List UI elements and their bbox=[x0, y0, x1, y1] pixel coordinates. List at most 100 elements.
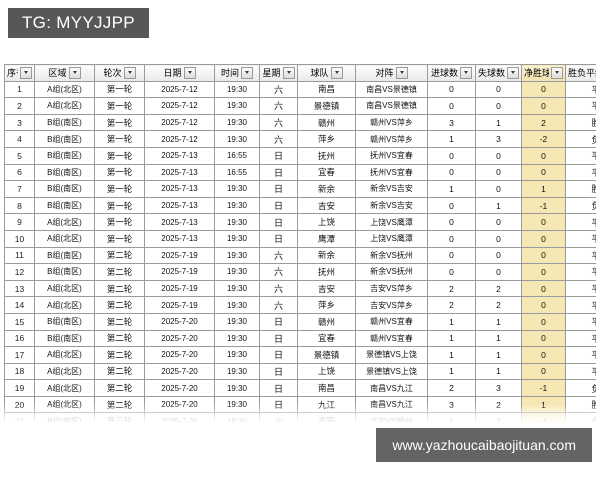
cell-date[interactable]: 2025-7-19 bbox=[144, 296, 215, 314]
cell-area[interactable]: A组(北区) bbox=[34, 346, 95, 364]
cell-goal_diff[interactable]: 1 bbox=[521, 180, 566, 198]
cell-goal_diff[interactable]: 0 bbox=[521, 80, 566, 99]
cell-result[interactable]: 平 bbox=[565, 346, 596, 364]
cell-date[interactable]: 2025-7-13 bbox=[144, 196, 215, 215]
cell-seq[interactable]: 7 bbox=[4, 180, 35, 198]
cell-weekday[interactable]: 日 bbox=[259, 379, 298, 397]
cell-goal_diff[interactable]: 0 bbox=[521, 263, 566, 281]
cell-team[interactable]: 景德镇 bbox=[297, 97, 356, 115]
cell-time[interactable]: 19:30 bbox=[214, 379, 260, 397]
cell-round[interactable]: 第一轮 bbox=[94, 113, 145, 132]
cell-goal_diff[interactable]: 0 bbox=[521, 246, 566, 265]
cell-result[interactable]: 平 bbox=[565, 312, 596, 331]
cell-goals_for[interactable]: 1 bbox=[427, 346, 476, 364]
cell-fixture[interactable]: 吉安VS赣州 bbox=[355, 412, 428, 422]
cell-goals_for[interactable]: 1 bbox=[427, 130, 476, 148]
cell-time[interactable]: 19:30 bbox=[214, 263, 260, 281]
cell-area[interactable]: B组(南区) bbox=[34, 196, 95, 215]
cell-result[interactable]: 平 bbox=[565, 263, 596, 281]
cell-goals_against[interactable]: 2 bbox=[475, 279, 522, 298]
column-header-date[interactable]: 日期 bbox=[144, 64, 215, 82]
cell-time[interactable]: 19:30 bbox=[214, 329, 260, 348]
cell-fixture[interactable]: 南昌VS九江 bbox=[355, 379, 428, 397]
cell-area[interactable]: B组(南区) bbox=[34, 180, 95, 198]
cell-round[interactable]: 第二轮 bbox=[94, 379, 145, 397]
cell-team[interactable]: 鹰潭 bbox=[297, 229, 356, 248]
cell-time[interactable]: 19:30 bbox=[214, 80, 260, 99]
chevron-down-icon[interactable] bbox=[460, 66, 472, 79]
cell-goal_diff[interactable]: -2 bbox=[521, 130, 566, 148]
cell-goals_for[interactable]: 1 bbox=[427, 312, 476, 331]
cell-fixture[interactable]: 赣州VS宜春 bbox=[355, 312, 428, 331]
cell-result[interactable]: 平 bbox=[565, 213, 596, 231]
cell-goal_diff[interactable]: 0 bbox=[521, 362, 566, 381]
cell-round[interactable]: 第二轮 bbox=[94, 346, 145, 364]
cell-round[interactable]: 第一轮 bbox=[94, 180, 145, 198]
cell-goals_for[interactable]: 0 bbox=[427, 196, 476, 215]
cell-team[interactable]: 吉安 bbox=[297, 196, 356, 215]
column-header-area[interactable]: 区域 bbox=[34, 64, 95, 82]
cell-fixture[interactable]: 南昌VS九江 bbox=[355, 395, 428, 414]
cell-goals_against[interactable]: 1 bbox=[475, 346, 522, 364]
cell-weekday[interactable]: 日 bbox=[259, 312, 298, 331]
cell-seq[interactable]: 5 bbox=[4, 146, 35, 165]
cell-round[interactable]: 第一轮 bbox=[94, 163, 145, 182]
cell-fixture[interactable]: 新余VS吉安 bbox=[355, 196, 428, 215]
cell-goals_against[interactable]: 2 bbox=[475, 395, 522, 414]
cell-round[interactable]: 第二轮 bbox=[94, 329, 145, 348]
cell-weekday[interactable]: 六 bbox=[259, 263, 298, 281]
column-header-goals_for[interactable]: 进球数 bbox=[427, 64, 476, 82]
cell-time[interactable]: 19:30 bbox=[214, 279, 260, 298]
cell-date[interactable]: 2025-7-26 bbox=[144, 412, 215, 422]
cell-fixture[interactable]: 上饶VS鹰潭 bbox=[355, 229, 428, 248]
cell-seq[interactable]: 9 bbox=[4, 213, 35, 231]
cell-date[interactable]: 2025-7-19 bbox=[144, 263, 215, 281]
cell-goals_against[interactable]: 2 bbox=[475, 412, 522, 422]
cell-date[interactable]: 2025-7-20 bbox=[144, 312, 215, 331]
column-header-team[interactable]: 球队 bbox=[297, 64, 356, 82]
cell-weekday[interactable]: 日 bbox=[259, 395, 298, 414]
column-header-time[interactable]: 时间 bbox=[214, 64, 260, 82]
cell-team[interactable]: 抚州 bbox=[297, 263, 356, 281]
cell-goals_against[interactable]: 0 bbox=[475, 213, 522, 231]
cell-round[interactable]: 第一轮 bbox=[94, 80, 145, 99]
cell-result[interactable]: 平 bbox=[565, 163, 596, 182]
cell-goals_for[interactable]: 3 bbox=[427, 395, 476, 414]
cell-area[interactable]: A组(北区) bbox=[34, 395, 95, 414]
cell-goals_for[interactable]: 2 bbox=[427, 279, 476, 298]
cell-round[interactable]: 第二轮 bbox=[94, 362, 145, 381]
cell-goals_against[interactable]: 3 bbox=[475, 379, 522, 397]
cell-seq[interactable]: 3 bbox=[4, 113, 35, 132]
cell-seq[interactable]: 10 bbox=[4, 229, 35, 248]
cell-round[interactable]: 第一轮 bbox=[94, 97, 145, 115]
cell-goal_diff[interactable]: 0 bbox=[521, 163, 566, 182]
cell-weekday[interactable]: 日 bbox=[259, 163, 298, 182]
cell-weekday[interactable]: 日 bbox=[259, 196, 298, 215]
cell-fixture[interactable]: 新余VS吉安 bbox=[355, 180, 428, 198]
cell-goals_for[interactable]: 1 bbox=[427, 180, 476, 198]
cell-seq[interactable]: 13 bbox=[4, 279, 35, 298]
cell-goals_for[interactable]: 0 bbox=[427, 246, 476, 265]
cell-time[interactable]: 19:30 bbox=[214, 246, 260, 265]
cell-round[interactable]: 第二轮 bbox=[94, 296, 145, 314]
cell-date[interactable]: 2025-7-13 bbox=[144, 163, 215, 182]
cell-seq[interactable]: 21 bbox=[4, 412, 35, 422]
cell-seq[interactable]: 15 bbox=[4, 312, 35, 331]
cell-date[interactable]: 2025-7-20 bbox=[144, 346, 215, 364]
cell-round[interactable]: 第一轮 bbox=[94, 130, 145, 148]
chevron-down-icon[interactable] bbox=[282, 66, 295, 79]
cell-time[interactable]: 19:30 bbox=[214, 362, 260, 381]
cell-team[interactable]: 吉安 bbox=[297, 412, 356, 422]
cell-goals_for[interactable]: 2 bbox=[427, 379, 476, 397]
cell-result[interactable]: 平 bbox=[565, 229, 596, 248]
